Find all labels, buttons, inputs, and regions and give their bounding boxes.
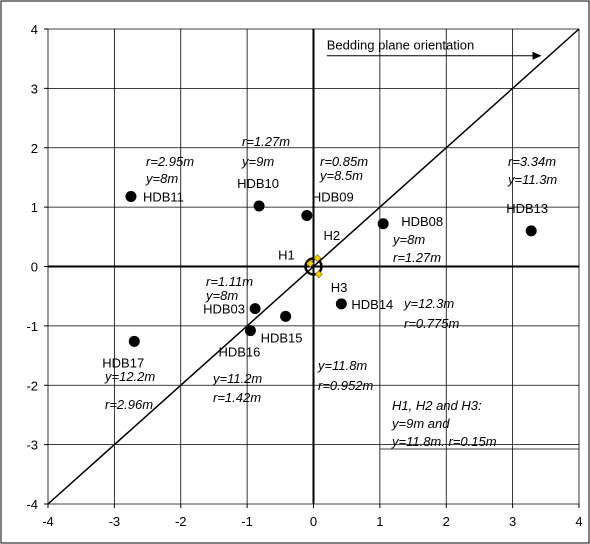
hole-marker-h2	[313, 254, 322, 263]
point-label-hdb15: HDB15	[261, 330, 303, 345]
x-tick-label: 1	[376, 514, 383, 529]
annotation-hdb03-r: r=1.11m	[206, 274, 253, 289]
annotation-hdb09-y: y=8.5m	[319, 168, 363, 183]
data-point-hdb03	[249, 303, 261, 315]
x-tick-label: -3	[109, 514, 121, 529]
annotation-hdb08-r: r=1.27m	[393, 250, 441, 265]
y-tick-label: 4	[31, 22, 38, 37]
annotation-hdb03-y: y=8m	[205, 288, 238, 303]
point-label-hdb11: HDB11	[143, 189, 184, 204]
annotation-hdb14-r: r=0.775m	[404, 316, 459, 331]
x-tick-label: 4	[575, 514, 582, 529]
hole-marker-h3	[314, 270, 323, 279]
annotation-hdb09-r: r=0.85m	[320, 154, 368, 169]
annotation-hdb13-y: y=11.3m	[507, 172, 557, 187]
annotation-hdb13-r: r=3.34m	[508, 154, 556, 169]
y-tick-label: -4	[26, 497, 38, 512]
tick-labels: -4 -3 -2 -1 0 1 2 3 4 4 3 2 1 0 -1 -2 -3 -4	[26, 22, 582, 529]
y-tick-label: 3	[31, 81, 38, 96]
y-tick-label: -1	[26, 319, 38, 334]
hole-label-h2: H2	[323, 228, 340, 243]
data-point-hdb14	[335, 298, 347, 310]
hole-label-h1: H1	[278, 248, 295, 263]
y-tick-label: 1	[31, 200, 38, 215]
annotation-hdb16-r: r=1.42m	[213, 390, 261, 405]
data-point-hdb08	[377, 218, 389, 230]
y-tick-label: 0	[31, 260, 38, 275]
point-label-hdb14: HDB14	[351, 297, 393, 312]
bedding-plane-line	[47, 28, 580, 505]
annotation-hdb10-r: r=1.27m	[242, 134, 290, 149]
point-labels: HDB11 HDB10 HDB09 HDB08 HDB13 HDB14 HDB15 HDB03…	[102, 176, 548, 370]
x-tick-label: 0	[310, 514, 317, 529]
annotation-hdb16-y: y=11.2m	[212, 371, 262, 386]
orientation-arrow-head	[532, 51, 542, 60]
data-point-hdb11	[125, 190, 137, 202]
x-tick-label: -4	[42, 514, 54, 529]
orientation-label: Bedding plane orientation	[327, 38, 474, 53]
annotation-holes-1: H1, H2 and H3:	[392, 398, 482, 413]
x-tick-label: 3	[509, 514, 516, 529]
annotation-hdb14-y: y=12.3m	[403, 296, 454, 311]
hole-center-ring	[304, 257, 323, 276]
data-point-hdb10	[253, 200, 265, 212]
data-point-hdb15	[280, 310, 292, 322]
data-point-hdb13	[525, 225, 537, 237]
data-point-hdb09	[301, 209, 313, 221]
x-tick-label: 2	[443, 514, 450, 529]
annotation-hdb17-y: y=12.2m	[104, 369, 155, 384]
y-tick-label: -3	[26, 438, 38, 453]
point-label-hdb10: HDB10	[237, 176, 279, 191]
point-label-hdb08: HDB08	[401, 214, 443, 229]
hole-markers	[304, 254, 323, 279]
annotation-hdb08-y: y=8m	[392, 232, 425, 247]
annotation-hdb11-y: y=8m	[145, 171, 178, 186]
point-label-hdb17: HDB17	[102, 355, 144, 370]
point-label-hdb09: HDB09	[312, 189, 354, 204]
hole-label-h3: H3	[331, 280, 348, 295]
hole-marker-h1	[306, 259, 315, 268]
point-label-hdb16: HDB16	[218, 345, 260, 360]
annotation-hdb10-y: y=9m	[241, 154, 274, 169]
x-tick-label: -2	[175, 514, 187, 529]
annotation-hdb15-y: y=11.8m	[317, 358, 367, 373]
data-point-hdb16	[244, 325, 256, 337]
data-points	[125, 190, 537, 347]
data-point-hdb17	[128, 335, 140, 347]
point-label-hdb03: HDB03	[203, 302, 245, 317]
point-label-hdb13: HDB13	[506, 201, 548, 216]
x-tick-label: -1	[241, 514, 253, 529]
y-tick-label: -2	[26, 378, 38, 393]
annotation-hdb17-r: r=2.96m	[105, 397, 153, 412]
annotation-hdb11-r: r=2.95m	[146, 154, 194, 169]
reference-line-group: Bedding plane orientation	[47, 28, 580, 505]
y-tick-label: 2	[31, 141, 38, 156]
annotation-holes-3: y=11.8m. r=0.15m	[391, 434, 497, 449]
annotation-holes-2: y=9m and	[391, 416, 450, 431]
annotation-hdb15-r: r=0.952m	[318, 378, 373, 393]
